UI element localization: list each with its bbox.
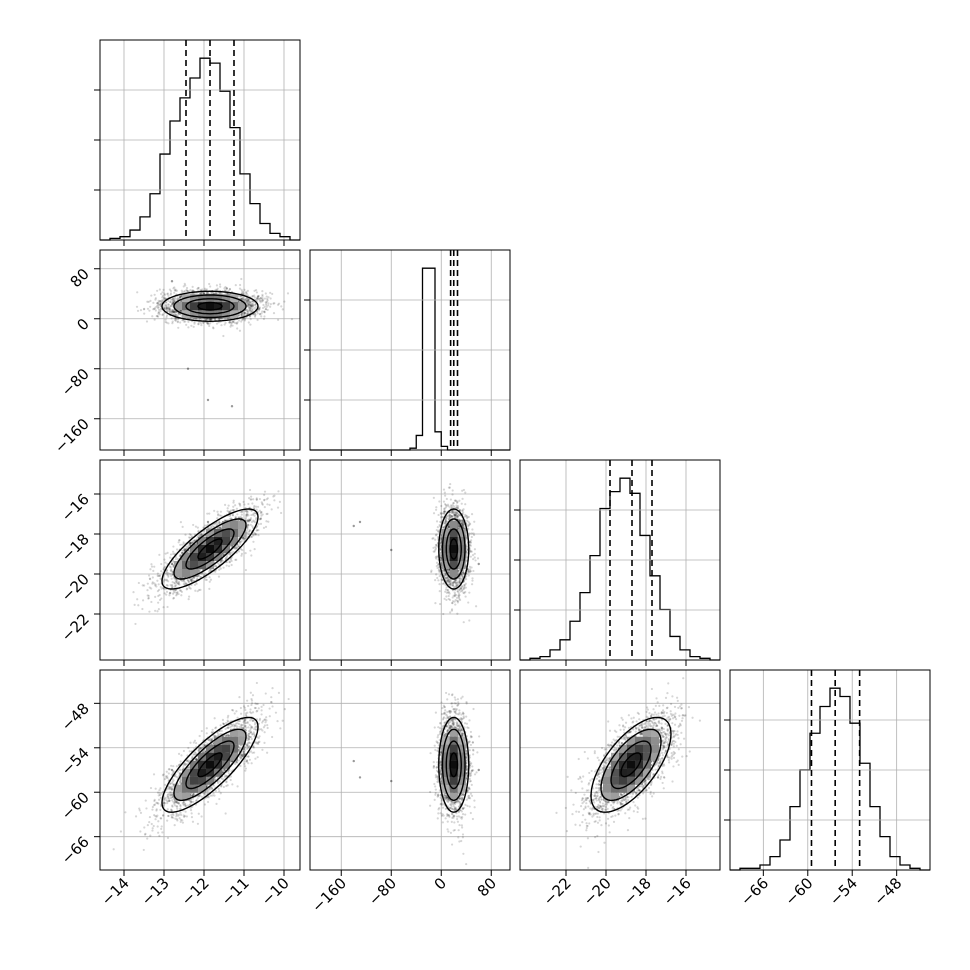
histogram-0	[100, 57, 300, 241]
outlier-point	[390, 548, 393, 552]
outlier-point	[477, 562, 480, 566]
outlier-point	[230, 405, 234, 408]
contour-2	[441, 728, 466, 802]
contour-0	[620, 752, 642, 778]
contour-3	[438, 508, 470, 590]
panel-frame	[99, 669, 301, 871]
contour-2	[173, 518, 247, 580]
panel-frame	[99, 249, 301, 451]
y-tick-label: −60	[58, 788, 93, 823]
hist-panel-3	[724, 669, 931, 876]
x-tick-label: −16	[660, 874, 695, 909]
contour-3	[590, 716, 672, 813]
x-tick-label: −11	[218, 874, 253, 909]
x-tick-label: −48	[870, 874, 905, 909]
hist-panel-1	[304, 249, 511, 456]
y-tick-label: −16	[58, 490, 93, 525]
x-tick-label: −10	[258, 874, 293, 909]
contour-3	[161, 716, 259, 813]
outlier-point	[352, 759, 355, 763]
x-tick-label: −13	[138, 874, 173, 909]
contour-2	[600, 728, 662, 802]
contour-0	[449, 752, 459, 778]
x-tick-label: −22	[540, 874, 575, 909]
panel-frame	[519, 459, 721, 661]
y-tick-label: −66	[58, 833, 93, 868]
x-tick-label: −160	[308, 874, 350, 916]
contour-2	[173, 294, 247, 319]
outlier-point	[352, 524, 355, 528]
x-tick-label: 80	[474, 874, 500, 900]
scatter-panel-3-0: −66 −60 −54 −48	[58, 669, 301, 876]
panel-frame	[99, 459, 301, 661]
histogram-1	[310, 267, 510, 451]
y-tick-label: 80	[67, 265, 93, 291]
contour-2	[173, 728, 247, 802]
scatter-panel-2-0: −22 −20 −18 −16	[58, 459, 301, 666]
panel-frame	[99, 39, 301, 241]
outlier-point	[656, 776, 660, 779]
outlier-point	[390, 779, 393, 783]
scatter-panel-3-1	[309, 669, 511, 876]
outlier-point	[186, 367, 190, 370]
y-tick-label: −20	[58, 570, 93, 605]
x-tick-label: −66	[737, 874, 772, 909]
x-tick-label: −60	[781, 874, 816, 909]
contour-1	[185, 740, 235, 790]
contour-1	[445, 740, 463, 790]
outlier-point	[206, 520, 210, 524]
panel-frame	[309, 249, 511, 451]
y-tick-label: −18	[58, 530, 93, 565]
x-tick-labels: −14 −13 −12 −11 −10 −160 −80 0 80 −22 −20 −18 −16 −66…	[98, 874, 906, 916]
hist-panel-2	[514, 459, 721, 666]
contour-1	[185, 298, 235, 315]
outlier-point	[170, 280, 174, 283]
histogram-2	[520, 477, 720, 661]
contour-2	[441, 518, 466, 580]
contour-3	[438, 716, 470, 813]
x-tick-label: −20	[580, 874, 615, 909]
contour-3	[161, 508, 259, 590]
x-tick-label: 0	[431, 874, 450, 893]
outlier-point	[358, 776, 362, 779]
contour-0	[197, 752, 223, 778]
outlier-point	[358, 520, 362, 524]
density-blocks	[603, 728, 659, 801]
panel-frame	[519, 669, 721, 871]
contour-0	[449, 538, 459, 560]
y-tick-label: 0	[73, 315, 92, 334]
y-tick-label: −22	[58, 610, 93, 645]
y-tick-label: −160	[51, 415, 93, 457]
outlier-point	[170, 768, 174, 772]
contour-1	[445, 528, 463, 570]
x-tick-label: −14	[98, 874, 133, 909]
scatter-panel-1-0: −160 −80 0 80	[51, 249, 301, 457]
outlier-point	[170, 562, 174, 566]
histogram-3	[730, 687, 930, 871]
contour-1	[185, 528, 235, 570]
outlier-point	[206, 398, 210, 402]
contour-1	[610, 740, 652, 790]
x-tick-label: −12	[178, 874, 213, 909]
panel-frame	[729, 669, 931, 871]
x-tick-label: −18	[620, 874, 655, 909]
contour-0	[197, 301, 223, 311]
y-tick-label: −48	[58, 699, 93, 734]
contour-0	[197, 538, 223, 560]
y-tick-label: −80	[58, 365, 93, 400]
panel-frame	[309, 669, 511, 871]
x-tick-label: −80	[365, 874, 400, 909]
hist-panel-0	[94, 39, 301, 246]
x-tick-label: −54	[826, 874, 861, 909]
contour-3	[161, 290, 259, 323]
scatter-panel-2-1	[309, 459, 511, 666]
panel-frame	[309, 459, 511, 661]
scatter-panel-3-2	[519, 669, 721, 876]
y-tick-label: −54	[58, 744, 93, 779]
outlier-point	[477, 768, 480, 772]
